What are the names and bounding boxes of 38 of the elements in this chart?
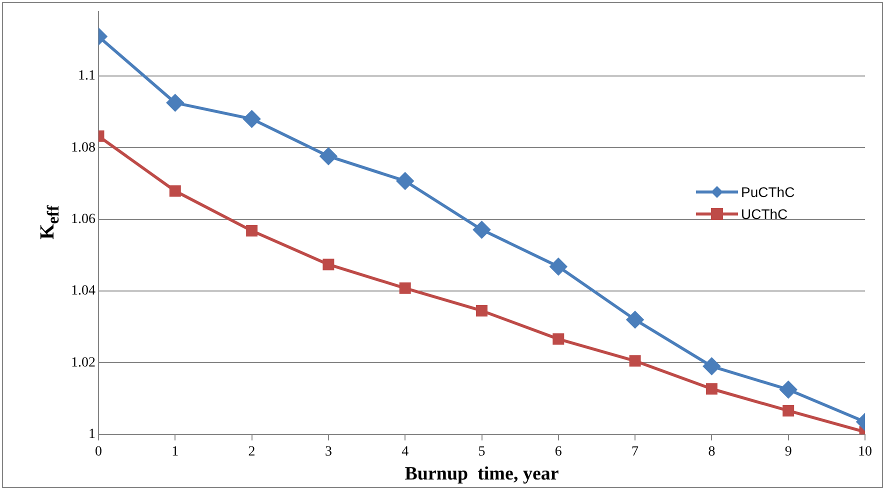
point (322, 258, 334, 270)
x-tick-label: 2 (248, 444, 256, 460)
point (780, 381, 797, 398)
point (399, 282, 411, 294)
legend-label: UCThC (741, 206, 788, 222)
point (243, 110, 260, 128)
x-tick-label: 5 (478, 444, 486, 460)
point (246, 225, 258, 237)
x-tick-label: 10 (858, 444, 872, 460)
point (552, 333, 564, 345)
x-tick-label: 6 (554, 444, 562, 460)
point (169, 185, 181, 197)
x-axis-title: Burnup time, year (404, 464, 560, 485)
point (166, 94, 184, 112)
point (476, 304, 488, 316)
x-tick-label: 1 (172, 444, 179, 460)
point (706, 383, 718, 395)
x-tick-label: 8 (708, 444, 716, 460)
point (320, 148, 337, 165)
point (396, 172, 414, 190)
x-tick-label: 9 (784, 444, 792, 460)
y-tick-label: 1.1 (78, 68, 96, 84)
x-tick-label: 3 (324, 444, 332, 460)
x-tick-label: 7 (632, 444, 639, 460)
y-tick-label: 1.04 (71, 284, 96, 299)
x-tick-label: 0 (95, 444, 102, 460)
point (626, 311, 644, 328)
point (703, 358, 720, 375)
point (782, 405, 794, 416)
point (550, 258, 567, 276)
legend-label: PuCThC (741, 184, 795, 200)
point (473, 221, 490, 238)
y-tick-label: 1.06 (71, 212, 96, 227)
y-tick-label: 1 (88, 427, 96, 442)
y-tick-label: 1.02 (71, 355, 96, 370)
x-tick-label: 4 (402, 444, 409, 460)
y-tick-label: 1.08 (71, 140, 96, 156)
point (629, 355, 641, 367)
